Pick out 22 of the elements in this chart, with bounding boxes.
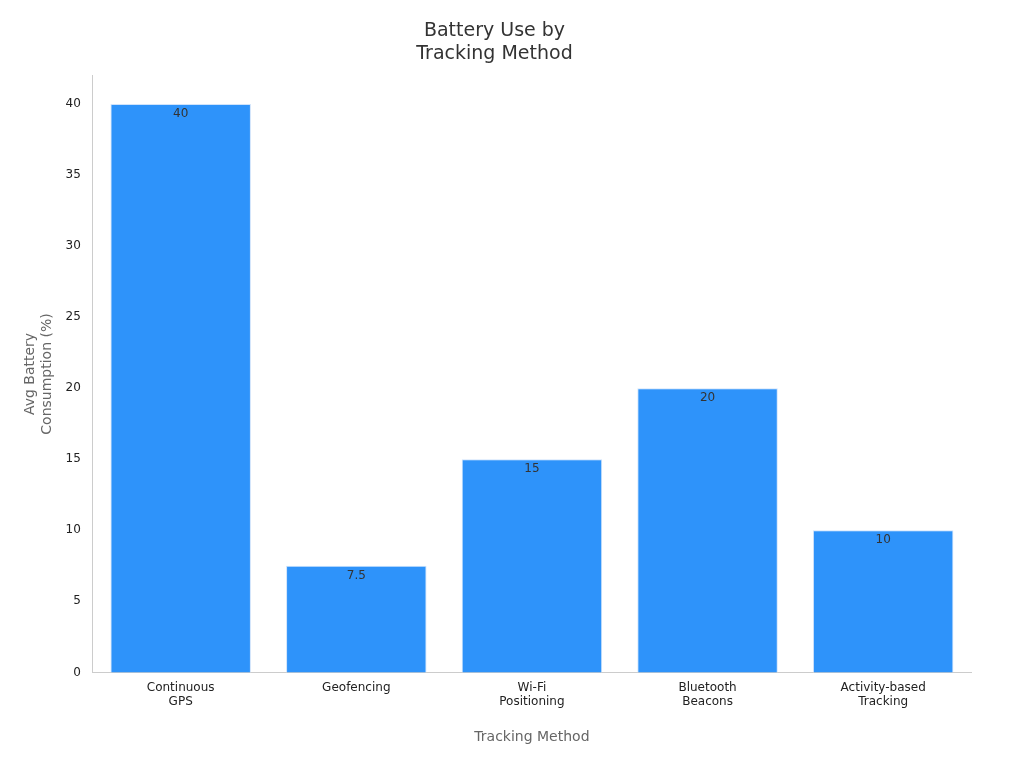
data-label: 10 [875,532,891,547]
y-tick-label: 25 [65,309,81,324]
x-tick-label: Bluetooth Beacons [678,679,737,709]
y-tick-label: 40 [65,96,81,111]
y-tick-label: 0 [73,664,81,679]
data-label: 40 [173,106,189,121]
x-tick-label: Activity-based Tracking [840,679,926,709]
y-tick-label: 10 [65,522,81,537]
y-tick-label: 15 [65,451,81,466]
x-axis-title: Tracking Method [473,728,590,745]
x-tick-label: Wi-Fi Positioning [499,679,565,709]
y-tick-label: 20 [65,380,81,395]
y-tick-label: 30 [65,238,81,253]
data-label: 20 [699,390,716,405]
y-tick-label: 35 [65,167,81,182]
y-axis-title: Avg Battery Consumption (%) [21,313,54,435]
y-tick-label: 5 [73,593,81,608]
chart-title: Battery Use by Tracking Method [415,18,573,64]
x-tick-label: Continuous GPS [146,679,215,709]
data-label: 15 [524,461,540,476]
data-label: 7.5 [346,567,366,582]
x-tick-label: Geofencing [322,679,391,694]
